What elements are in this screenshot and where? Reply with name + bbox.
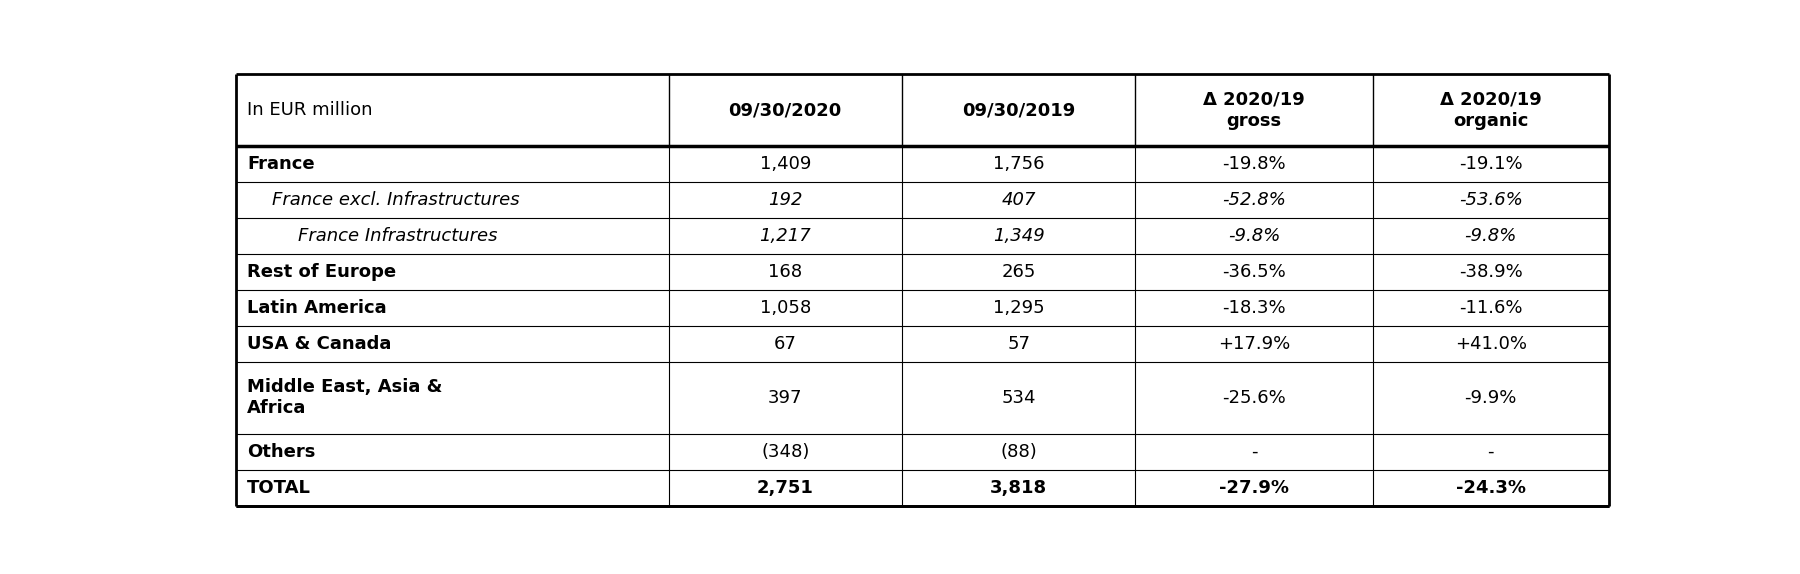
Text: +17.9%: +17.9% — [1219, 335, 1291, 353]
Text: Rest of Europe: Rest of Europe — [247, 263, 396, 281]
Text: -38.9%: -38.9% — [1460, 263, 1523, 281]
Text: -18.3%: -18.3% — [1222, 299, 1285, 317]
Text: -9.8%: -9.8% — [1465, 227, 1517, 245]
Text: France: France — [247, 155, 315, 173]
Text: 57: 57 — [1006, 335, 1030, 353]
Text: 168: 168 — [769, 263, 803, 281]
Text: 534: 534 — [1001, 389, 1035, 407]
Text: Middle East, Asia &
Africa: Middle East, Asia & Africa — [247, 378, 443, 417]
Text: (348): (348) — [761, 443, 810, 460]
Text: 1,217: 1,217 — [760, 227, 812, 245]
Text: -27.9%: -27.9% — [1219, 479, 1289, 497]
Text: France Infrastructures: France Infrastructures — [297, 227, 497, 245]
Text: 192: 192 — [769, 191, 803, 209]
Text: -: - — [1487, 443, 1494, 460]
Text: TOTAL: TOTAL — [247, 479, 311, 497]
Text: -52.8%: -52.8% — [1222, 191, 1285, 209]
Text: -9.9%: -9.9% — [1465, 389, 1517, 407]
Text: 265: 265 — [1001, 263, 1035, 281]
Text: Δ 2020/19
gross: Δ 2020/19 gross — [1202, 91, 1305, 130]
Text: France excl. Infrastructures: France excl. Infrastructures — [272, 191, 520, 209]
Text: Δ 2020/19
organic: Δ 2020/19 organic — [1440, 91, 1541, 130]
Text: 09/30/2020: 09/30/2020 — [729, 101, 842, 119]
Text: Latin America: Latin America — [247, 299, 387, 317]
Text: -9.8%: -9.8% — [1228, 227, 1280, 245]
Text: 1,409: 1,409 — [760, 155, 812, 173]
Text: -53.6%: -53.6% — [1458, 191, 1523, 209]
Text: 2,751: 2,751 — [756, 479, 814, 497]
Text: -25.6%: -25.6% — [1222, 389, 1285, 407]
Text: 09/30/2019: 09/30/2019 — [961, 101, 1075, 119]
Text: Others: Others — [247, 443, 315, 460]
Text: 397: 397 — [769, 389, 803, 407]
Text: 1,756: 1,756 — [994, 155, 1044, 173]
Text: In EUR million: In EUR million — [247, 101, 373, 119]
Text: -19.8%: -19.8% — [1222, 155, 1285, 173]
Text: 1,295: 1,295 — [994, 299, 1044, 317]
Text: -11.6%: -11.6% — [1460, 299, 1523, 317]
Text: -24.3%: -24.3% — [1456, 479, 1526, 497]
Text: 67: 67 — [774, 335, 797, 353]
Text: USA & Canada: USA & Canada — [247, 335, 392, 353]
Text: 3,818: 3,818 — [990, 479, 1048, 497]
Text: 1,349: 1,349 — [994, 227, 1044, 245]
Text: (88): (88) — [1001, 443, 1037, 460]
Text: -: - — [1251, 443, 1256, 460]
Text: 1,058: 1,058 — [760, 299, 810, 317]
Text: -19.1%: -19.1% — [1460, 155, 1523, 173]
Text: +41.0%: +41.0% — [1454, 335, 1526, 353]
Text: -36.5%: -36.5% — [1222, 263, 1285, 281]
Text: 407: 407 — [1001, 191, 1035, 209]
